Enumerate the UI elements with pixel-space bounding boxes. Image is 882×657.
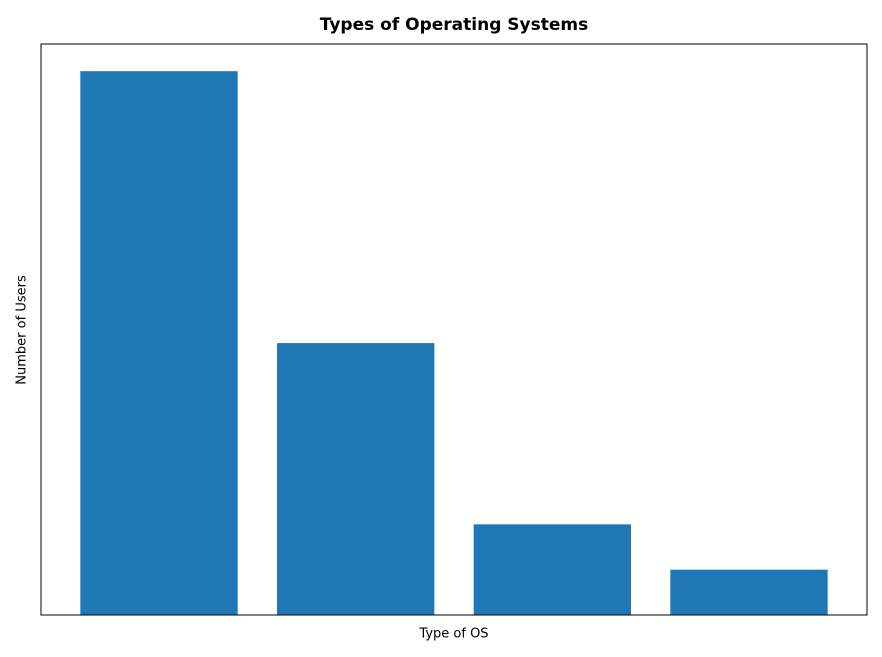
chart-title: Types of Operating Systems: [320, 15, 588, 35]
x-axis-label: Type of OS: [418, 627, 488, 642]
bar: [80, 71, 238, 615]
bar: [670, 569, 828, 615]
bar: [277, 343, 435, 615]
plot-frame: [40, 43, 868, 616]
bar: [473, 524, 631, 615]
y-axis-label: Number of Users: [15, 275, 30, 385]
